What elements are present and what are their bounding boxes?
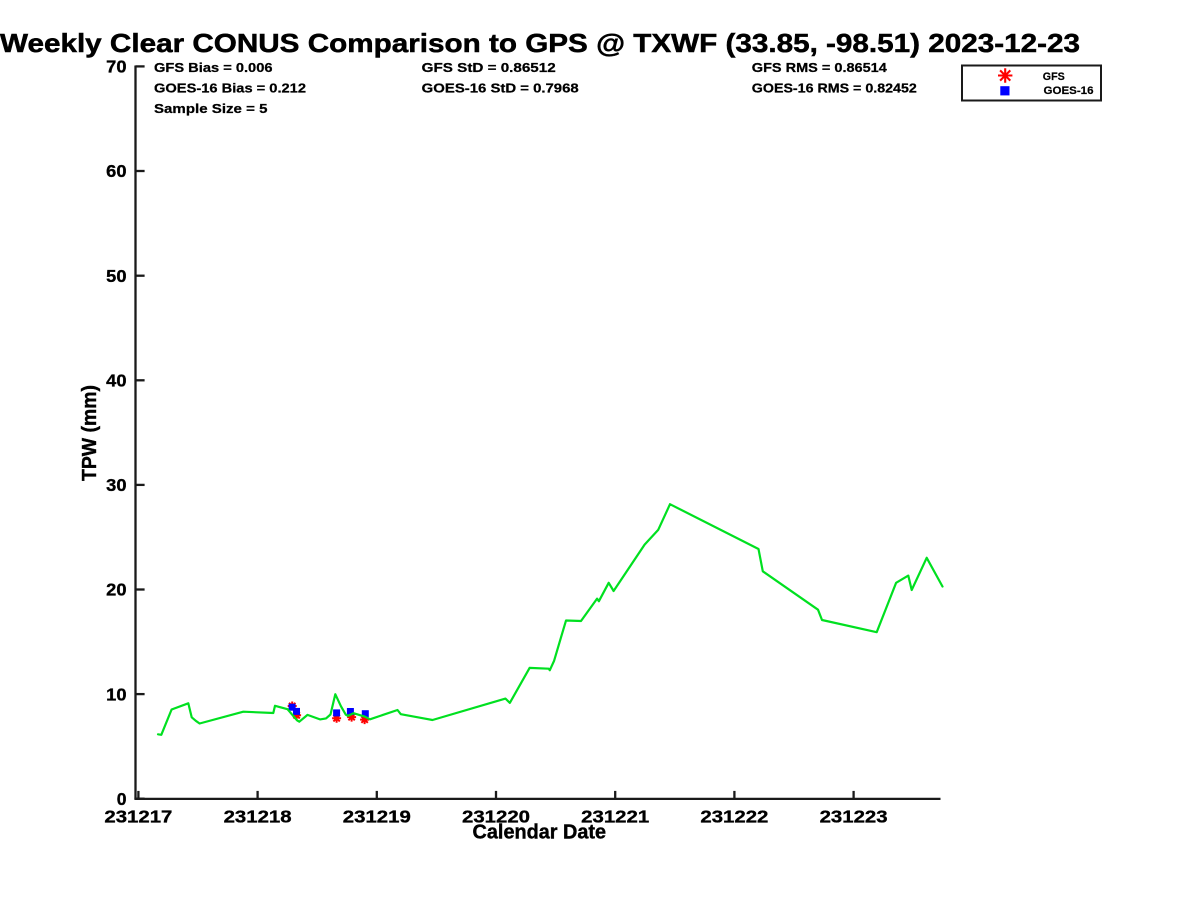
svg-text:30: 30 [106,475,127,495]
svg-text:Weekly Clear CONUS Comparison: Weekly Clear CONUS Comparison to GPS @ T… [0,28,1080,58]
svg-text:231221: 231221 [581,807,649,827]
svg-text:70: 70 [106,57,127,77]
svg-text:TPW (mm): TPW (mm) [79,385,101,481]
svg-text:GOES-16 StD = 0.7968: GOES-16 StD = 0.7968 [422,81,579,96]
svg-text:231218: 231218 [224,807,292,827]
svg-text:20: 20 [106,580,127,600]
svg-text:231223: 231223 [820,807,888,827]
svg-text:Sample Size = 5: Sample Size = 5 [154,101,268,116]
svg-text:10: 10 [106,684,127,704]
svg-text:GOES-16: GOES-16 [1044,85,1094,97]
svg-text:50: 50 [106,266,127,286]
svg-text:GOES-16 RMS = 0.82452: GOES-16 RMS = 0.82452 [752,81,917,96]
svg-text:GFS RMS = 0.86514: GFS RMS = 0.86514 [752,60,888,75]
svg-text:GOES-16 Bias = 0.212: GOES-16 Bias = 0.212 [154,81,306,96]
svg-text:0: 0 [117,789,127,809]
svg-text:40: 40 [106,371,127,391]
svg-text:GFS Bias = 0.006: GFS Bias = 0.006 [154,60,273,75]
svg-text:GFS: GFS [1043,71,1065,83]
svg-text:231222: 231222 [700,807,768,827]
svg-text:231217: 231217 [104,807,172,827]
svg-text:60: 60 [106,161,127,181]
svg-text:Calendar Date: Calendar Date [473,822,607,844]
svg-text:231219: 231219 [343,807,411,827]
svg-text:231220: 231220 [462,807,530,827]
svg-text:GFS StD = 0.86512: GFS StD = 0.86512 [422,60,556,75]
